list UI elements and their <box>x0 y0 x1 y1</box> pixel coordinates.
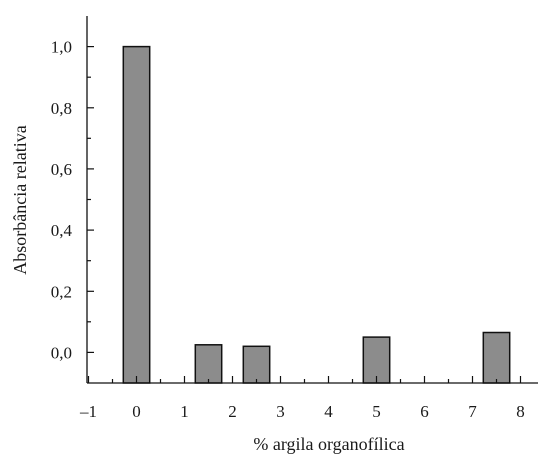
bar-0 <box>122 45 151 384</box>
y-tick-label: 0,0 <box>51 343 72 362</box>
x-tick-label: 1 <box>180 402 189 421</box>
x-tick-label: 3 <box>276 402 285 421</box>
x-tick-label: 8 <box>516 402 525 421</box>
x-tick-label: 5 <box>372 402 381 421</box>
bar-1 <box>194 344 223 384</box>
axes-group <box>86 16 538 384</box>
bar-4 <box>482 331 511 384</box>
x-tick-label: 2 <box>228 402 237 421</box>
y-axis-title: Absorbância relativa <box>10 125 30 274</box>
ticks-group: 0,0 0,2 0,4 0,6 0,8 1,0 –1 0 1 2 3 4 5 6 7 8 <box>51 38 525 421</box>
y-tick-label: 0,8 <box>51 99 72 118</box>
x-axis-title: % argila organofílica <box>253 434 404 454</box>
bars-group <box>122 45 511 384</box>
x-tick-label: 7 <box>468 402 477 421</box>
bar-2 <box>242 345 271 384</box>
x-tick-label: –1 <box>79 402 97 421</box>
x-tick-label: 6 <box>420 402 429 421</box>
y-tick-label: 0,2 <box>51 282 72 301</box>
y-tick-label: 1,0 <box>51 38 72 57</box>
y-tick-label: 0,4 <box>51 221 73 240</box>
x-tick-label: 4 <box>324 402 333 421</box>
x-tick-label: 0 <box>132 402 141 421</box>
y-tick-label: 0,6 <box>51 160 72 179</box>
